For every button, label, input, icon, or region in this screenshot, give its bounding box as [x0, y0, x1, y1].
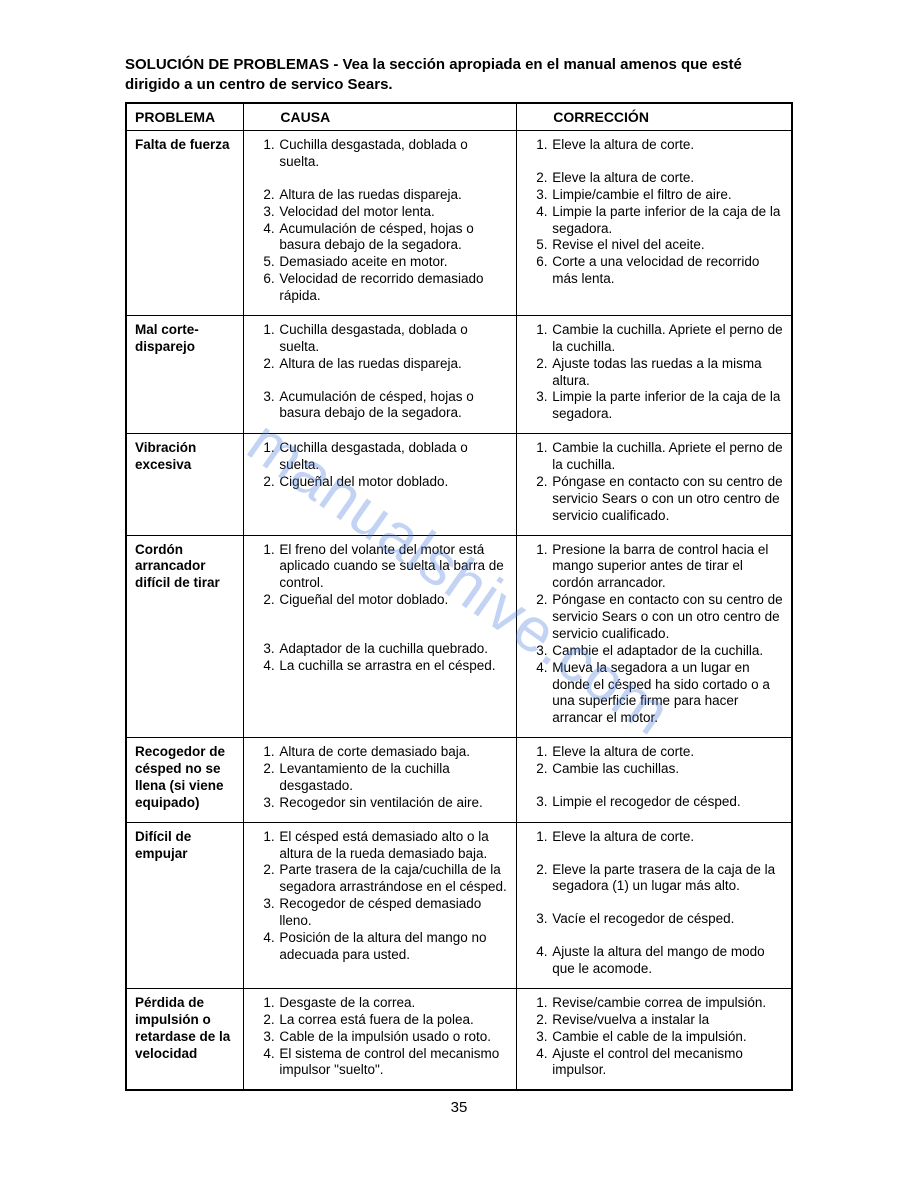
- list-item: Limpie la parte inferior de la caja de l…: [551, 204, 785, 238]
- cause-cell: Altura de corte demasiado baja.Levantami…: [244, 738, 517, 823]
- header-cause: CAUSA: [244, 103, 517, 131]
- table-row: Falta de fuerzaCuchilla desgastada, dobl…: [126, 131, 792, 316]
- problem-cell: Pérdida de impulsión o retardase de la v…: [126, 988, 244, 1090]
- page-number: 35: [125, 1099, 793, 1116]
- list-item: Altura de las ruedas dispareja.: [278, 187, 510, 204]
- problem-cell: Recogedor de césped no se llena (si vien…: [126, 738, 244, 823]
- cause-cell: Desgaste de la correa.La correa está fue…: [244, 988, 517, 1090]
- list-item: Cuchilla desgastada, doblada o suelta.: [278, 137, 510, 171]
- list-item: Eleve la altura de corte.: [551, 829, 785, 846]
- header-problem: PROBLEMA: [126, 103, 244, 131]
- problem-cell: Difícil de empujar: [126, 822, 244, 988]
- list-item: Posición de la altura del mango no adecu…: [278, 930, 510, 964]
- list-item: Vacíe el recogedor de césped.: [551, 911, 785, 928]
- problem-cell: Cordón arrancador difícil de tirar: [126, 535, 244, 738]
- list-item: Ajuste el control del mecanismo impulsor…: [551, 1046, 785, 1080]
- list-item: La correa está fuera de la polea.: [278, 1012, 510, 1029]
- correction-cell: Revise/cambie correa de impulsión.Revise…: [517, 988, 792, 1090]
- table-row: Pérdida de impulsión o retardase de la v…: [126, 988, 792, 1090]
- cause-cell: Cuchilla desgastada, doblada o suelta. Al…: [244, 131, 517, 316]
- list-item: Recogedor sin ventilación de aire.: [278, 795, 510, 812]
- list-item: Eleve la altura de corte.: [551, 170, 785, 187]
- correction-cell: Eleve la altura de corte. Eleve la parte …: [517, 822, 792, 988]
- list-item: Cambie el cable de la impulsión.: [551, 1029, 785, 1046]
- list-item: Cambie el adaptador de la cuchilla.: [551, 643, 785, 660]
- list-item: Póngase en contacto con su centro de ser…: [551, 592, 785, 643]
- list-item: Cambie la cuchilla. Apriete el perno de …: [551, 440, 785, 474]
- list-item: Cigueñal del motor doblado.: [278, 474, 510, 491]
- table-row: Mal corte-disparejoCuchilla desgastada, …: [126, 315, 792, 433]
- cause-cell: Cuchilla desgastada, doblada o suelta.Al…: [244, 315, 517, 433]
- list-item: Cuchilla desgastada, doblada o suelta.: [278, 322, 510, 356]
- correction-cell: Presione la barra de control hacia el ma…: [517, 535, 792, 738]
- problem-cell: Vibración excesiva: [126, 434, 244, 535]
- list-item: Altura de corte demasiado baja.: [278, 744, 510, 761]
- list-item: Desgaste de la correa.: [278, 995, 510, 1012]
- list-item: Levantamiento de la cuchilla desgastado.: [278, 761, 510, 795]
- table-row: Cordón arrancador difícil de tirar El fre…: [126, 535, 792, 738]
- list-item: Cambie las cuchillas.: [551, 761, 785, 778]
- correction-cell: Cambie la cuchilla. Apriete el perno de …: [517, 315, 792, 433]
- table-row: Vibración excesivaCuchilla desgastada, d…: [126, 434, 792, 535]
- list-item: Limpie el recogedor de césped.: [551, 794, 785, 811]
- list-item: Corte a una velocidad de recorrido más l…: [551, 254, 785, 288]
- list-item: Revise/vuelva a instalar la: [551, 1012, 785, 1029]
- list-item: Demasiado aceite en motor.: [278, 254, 510, 271]
- list-item: Velocidad de recorrido demasiado rápida.: [278, 271, 510, 305]
- list-item: La cuchilla se arrastra en el césped.: [278, 658, 510, 675]
- problem-cell: Falta de fuerza: [126, 131, 244, 316]
- list-item: Limpie/cambie el filtro de aire.: [551, 187, 785, 204]
- list-item: Revise/cambie correa de impulsión.: [551, 995, 785, 1012]
- list-item: Cigueñal del motor doblado.: [278, 592, 510, 609]
- problem-cell: Mal corte-disparejo: [126, 315, 244, 433]
- list-item: Acumulación de césped, hojas o basura de…: [278, 221, 510, 255]
- list-item: Acumulación de césped, hojas o basura de…: [278, 389, 510, 423]
- list-item: Mueva la segadora a un lugar en donde el…: [551, 660, 785, 728]
- correction-cell: Cambie la cuchilla. Apriete el perno de …: [517, 434, 792, 535]
- table-row: Difícil de empujar El césped está demasia…: [126, 822, 792, 988]
- list-item: Ajuste la altura del mango de modo que l…: [551, 944, 785, 978]
- list-item: Póngase en contacto con su centro de ser…: [551, 474, 785, 525]
- list-item: Parte trasera de la caja/cuchilla de la …: [278, 862, 510, 896]
- cause-cell: Cuchilla desgastada, doblada o suelta.Ci…: [244, 434, 517, 535]
- header-correction: CORRECCIÓN: [517, 103, 792, 131]
- cause-cell: El césped está demasiado alto o la altur…: [244, 822, 517, 988]
- list-item: Eleve la parte trasera de la caja de la …: [551, 862, 785, 896]
- list-item: Cuchilla desgastada, doblada o suelta.: [278, 440, 510, 474]
- list-item: Eleve la altura de corte.: [551, 744, 785, 761]
- list-item: Altura de las ruedas dispareja.: [278, 356, 510, 373]
- troubleshooting-table: PROBLEMA CAUSA CORRECCIÓN Falta de fuerz…: [125, 102, 793, 1091]
- list-item: Cambie la cuchilla. Apriete el perno de …: [551, 322, 785, 356]
- list-item: Recogedor de césped demasiado lleno.: [278, 896, 510, 930]
- list-item: Eleve la altura de corte.: [551, 137, 785, 154]
- list-item: Limpie la parte inferior de la caja de l…: [551, 389, 785, 423]
- correction-cell: Eleve la altura de corte. Eleve la altura…: [517, 131, 792, 316]
- page-title: SOLUCIÓN DE PROBLEMAS - Vea la sección a…: [125, 55, 793, 94]
- table-row: Recogedor de césped no se llena (si vien…: [126, 738, 792, 823]
- list-item: Adaptador de la cuchilla quebrado.: [278, 641, 510, 658]
- list-item: El sistema de control del mecanismo impu…: [278, 1046, 510, 1080]
- correction-cell: Eleve la altura de corte.Cambie las cuch…: [517, 738, 792, 823]
- list-item: Presione la barra de control hacia el ma…: [551, 542, 785, 593]
- list-item: El césped está demasiado alto o la altur…: [278, 829, 510, 863]
- list-item: Ajuste todas las ruedas a la misma altur…: [551, 356, 785, 390]
- list-item: Revise el nivel del aceite.: [551, 237, 785, 254]
- list-item: Cable de la impulsión usado o roto.: [278, 1029, 510, 1046]
- list-item: El freno del volante del motor está apli…: [278, 542, 510, 593]
- cause-cell: El freno del volante del motor está apli…: [244, 535, 517, 738]
- list-item: Velocidad del motor lenta.: [278, 204, 510, 221]
